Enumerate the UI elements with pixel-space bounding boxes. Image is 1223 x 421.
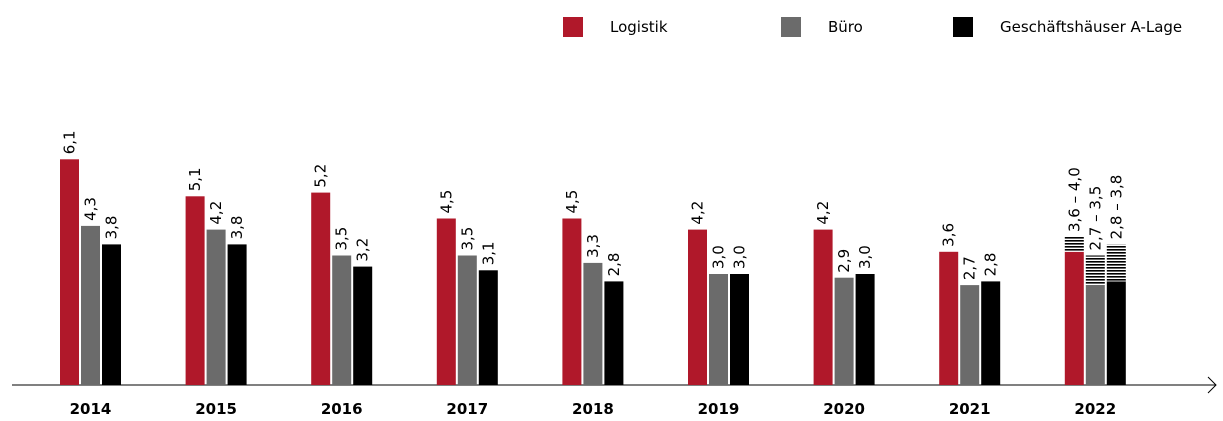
bar	[436, 218, 456, 385]
value-label: 4,5	[563, 190, 581, 214]
bar	[688, 229, 707, 385]
bar	[311, 192, 331, 385]
bar	[102, 244, 121, 385]
value-label: 3,3	[584, 234, 602, 258]
axis-arrow	[1207, 376, 1217, 394]
x-tick-label: 2015	[195, 400, 237, 418]
bar	[60, 159, 79, 385]
value-label: 3,1	[479, 241, 497, 265]
bar-range	[1064, 237, 1084, 252]
bar	[604, 281, 624, 385]
x-tick-label: 2021	[949, 400, 991, 418]
x-tick-label: 2018	[572, 400, 614, 418]
value-label: 5,1	[186, 167, 204, 191]
value-label: 5,2	[312, 164, 330, 188]
bar	[332, 255, 352, 385]
x-tick-label: 2017	[446, 400, 488, 418]
value-label: 2,7 – 3,5	[1086, 186, 1104, 251]
x-tick-label: 2019	[698, 400, 740, 418]
x-tick-label: 2016	[321, 400, 363, 418]
bar	[730, 274, 749, 385]
legend-label: Büro	[828, 18, 863, 36]
bar	[1064, 251, 1084, 385]
bar	[939, 251, 959, 385]
value-label: 3,2	[354, 238, 372, 262]
bar	[227, 244, 247, 385]
value-label: 3,0	[856, 245, 874, 269]
value-label: 3,8	[228, 216, 246, 240]
bar	[981, 281, 1001, 385]
value-label: 4,2	[689, 201, 707, 225]
legend-swatch	[953, 17, 973, 37]
value-label: 3,0	[731, 245, 749, 269]
x-tick-label: 2022	[1074, 400, 1116, 418]
bar	[855, 274, 875, 385]
value-label: 3,0	[710, 245, 728, 269]
bar	[81, 225, 100, 385]
bar	[1085, 285, 1105, 385]
value-label: 2,9	[835, 249, 853, 273]
value-label: 4,2	[207, 201, 225, 225]
bar	[834, 277, 854, 385]
value-label: 3,6	[940, 223, 958, 247]
bar	[813, 229, 833, 385]
x-tick-label: 2020	[823, 400, 865, 418]
legend-swatch	[563, 17, 583, 37]
legend-label: Logistik	[610, 18, 668, 36]
bar	[185, 196, 205, 385]
bar-range	[1106, 244, 1126, 282]
value-label: 3,8	[103, 216, 121, 240]
bar	[1106, 281, 1126, 385]
bar	[709, 274, 728, 385]
bar-range	[1085, 255, 1105, 286]
bar	[353, 266, 373, 385]
legend-swatch	[781, 17, 801, 37]
bar	[583, 262, 603, 385]
bar	[457, 255, 477, 385]
value-label: 4,3	[82, 197, 100, 221]
value-label: 6,1	[61, 130, 79, 154]
bar	[960, 285, 980, 385]
bar	[206, 229, 226, 385]
value-label: 4,5	[437, 190, 455, 214]
value-label: 2,8	[982, 253, 1000, 277]
x-tick-label: 2014	[70, 400, 112, 418]
value-label: 4,2	[814, 201, 832, 225]
legend-label: Geschäftshäuser A-Lage	[1000, 18, 1182, 36]
value-label: 2,8	[605, 253, 623, 277]
value-label: 3,5	[458, 227, 476, 251]
bar	[478, 270, 498, 385]
value-label: 2,7	[961, 256, 979, 280]
value-label: 3,5	[333, 227, 351, 251]
value-label: 2,8 – 3,8	[1107, 175, 1125, 240]
value-label: 3,6 – 4,0	[1065, 167, 1083, 232]
bar	[562, 218, 582, 385]
